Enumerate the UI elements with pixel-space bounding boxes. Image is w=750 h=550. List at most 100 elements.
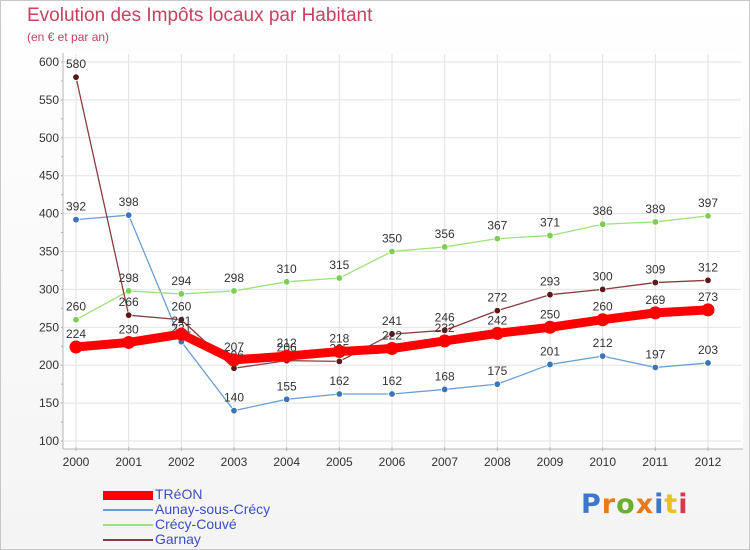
data-point: [69, 340, 83, 354]
data-label: 397: [698, 196, 718, 210]
data-point: [704, 212, 712, 220]
data-label: 230: [119, 322, 139, 336]
data-label: 207: [224, 340, 244, 354]
logo-letter: i: [678, 489, 689, 520]
data-point: [230, 287, 238, 295]
data-point: [177, 290, 186, 298]
data-point: [598, 352, 607, 360]
data-label: 386: [593, 204, 613, 218]
data-label: 140: [224, 391, 244, 405]
data-point: [440, 243, 449, 251]
data-point: [177, 316, 186, 324]
data-label: 293: [540, 275, 560, 289]
data-label: 392: [66, 200, 86, 214]
data-label: 242: [487, 313, 507, 327]
data-point: [440, 326, 449, 335]
data-point: [72, 73, 80, 81]
data-point: [385, 342, 399, 356]
x-tick-label: 2010: [589, 455, 616, 469]
data-point: [335, 357, 344, 366]
chart-subtitle: (en € et par an): [27, 30, 110, 44]
x-tick-label: 2000: [63, 455, 90, 469]
x-tick-label: 2001: [115, 455, 142, 469]
data-point: [438, 334, 452, 348]
legend-item-crecy: Crécy-Couvé: [103, 516, 363, 533]
legend-item-garnay: Garnay: [103, 531, 363, 548]
data-label: 197: [645, 347, 665, 361]
data-point: [440, 385, 449, 394]
data-point: [124, 287, 133, 295]
logo-letter: t: [664, 489, 679, 520]
data-point: [704, 276, 712, 285]
x-tick-label: 2005: [326, 455, 353, 469]
data-point: [230, 406, 238, 415]
data-label: 580: [66, 57, 86, 71]
data-label: 175: [487, 364, 507, 378]
x-tick-label: 2008: [484, 455, 511, 469]
data-point: [282, 395, 291, 404]
logo-letter: r: [601, 489, 617, 520]
data-label: 246: [435, 310, 455, 324]
y-tick-label: 550: [39, 93, 59, 107]
data-point: [493, 234, 502, 243]
data-point: [704, 359, 712, 367]
x-tick-label: 2007: [431, 455, 458, 469]
legend-label-garnay: Garnay: [155, 531, 201, 547]
y-tick-label: 450: [39, 169, 59, 183]
data-point: [227, 353, 241, 367]
data-label: 241: [171, 314, 191, 328]
data-point: [598, 285, 607, 294]
x-tick-label: 2006: [379, 455, 406, 469]
data-label: 398: [119, 195, 139, 209]
data-point: [701, 303, 715, 317]
data-label: 266: [119, 295, 139, 309]
data-label: 260: [171, 300, 191, 314]
data-label: 294: [171, 274, 191, 288]
data-label: 350: [382, 232, 402, 246]
y-tick-label: 100: [39, 434, 59, 448]
data-point: [546, 360, 554, 369]
data-point: [546, 291, 554, 299]
legend-label-aunay: Aunay-sous-Crécy: [155, 501, 271, 517]
y-tick-label: 600: [39, 55, 59, 69]
y-tick-label: 400: [39, 207, 59, 221]
data-label: 168: [435, 369, 455, 383]
legend-item-aunay: Aunay-sous-Crécy: [103, 501, 363, 518]
data-point: [122, 335, 136, 349]
data-label: 241: [382, 314, 402, 328]
data-label: 298: [119, 271, 139, 285]
legend-swatch-aunay: [103, 509, 153, 511]
data-label: 201: [540, 344, 560, 358]
proxiti-logo: Proxiti: [581, 489, 689, 520]
logo-letter: o: [616, 489, 636, 520]
data-label: 315: [329, 258, 349, 272]
data-label: 260: [593, 300, 613, 314]
x-tick-label: 2003: [221, 455, 248, 469]
x-tick-label: 2004: [273, 455, 300, 469]
data-label: 222: [382, 329, 402, 343]
data-point: [282, 278, 291, 286]
data-label: 260: [66, 300, 86, 314]
data-label: 203: [698, 343, 718, 357]
data-point: [651, 278, 660, 287]
chart-title: Evolution des Impôts locaux par Habitant: [27, 5, 373, 26]
data-point: [332, 345, 346, 359]
data-point: [388, 247, 396, 256]
data-point: [335, 390, 344, 398]
data-point: [388, 390, 396, 398]
logo-letter: x: [635, 489, 655, 520]
data-point: [598, 220, 607, 228]
legend-item-treon: TRéON: [103, 486, 363, 503]
legend-swatch-crecy: [103, 524, 153, 526]
data-point: [493, 306, 502, 315]
data-label: 212: [277, 336, 297, 350]
data-point: [335, 274, 344, 282]
logo-letter: P: [581, 489, 602, 520]
data-label: 250: [540, 307, 560, 321]
data-label: 309: [645, 263, 665, 277]
x-tick-label: 2002: [168, 455, 195, 469]
data-point: [648, 306, 662, 320]
data-label: 232: [435, 321, 455, 335]
